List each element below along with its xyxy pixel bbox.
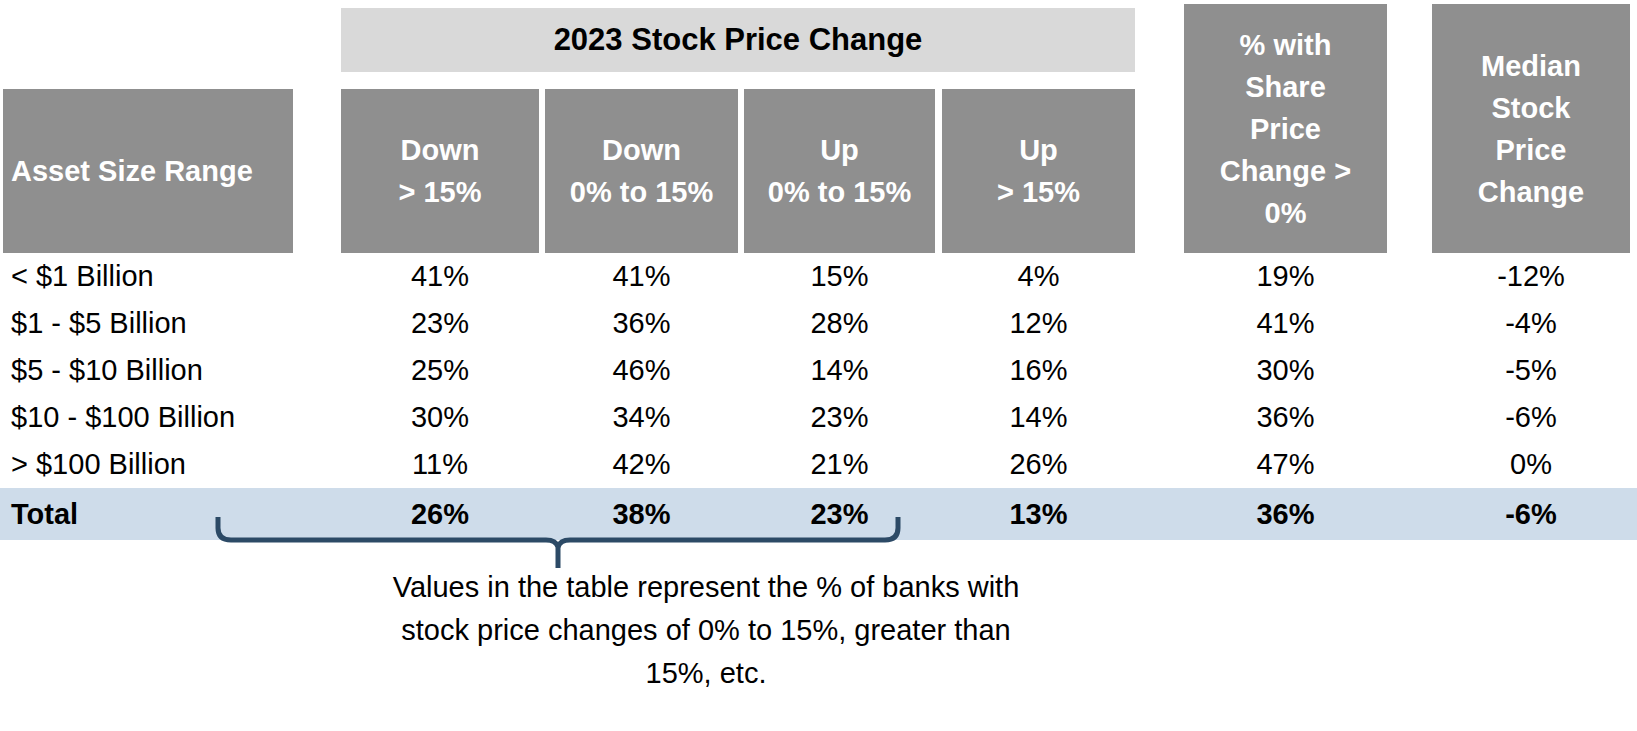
cell-up-gt-15: 12% xyxy=(942,300,1135,347)
table-row: > $100 Billion 11% 42% 21% 26% 47% 0% xyxy=(0,441,1637,488)
row-label: $1 - $5 Billion xyxy=(3,300,293,347)
row-label: > $100 Billion xyxy=(3,441,293,488)
row-label: $10 - $100 Billion xyxy=(3,394,293,441)
cell-down-gt-15: 26% xyxy=(341,488,539,540)
cell-pct-positive: 41% xyxy=(1184,300,1387,347)
cell-pct-positive: 19% xyxy=(1184,253,1387,300)
table-row: $1 - $5 Billion 23% 36% 28% 12% 41% -4% xyxy=(0,300,1637,347)
cell-up-0-to-15: 15% xyxy=(744,253,935,300)
cell-pct-positive: 47% xyxy=(1184,441,1387,488)
total-row: Total 26% 38% 23% 13% 36% -6% xyxy=(0,488,1637,540)
column-header-up-gt-15: Up > 15% xyxy=(942,89,1135,253)
cell-up-0-to-15: 23% xyxy=(744,488,935,540)
cell-up-0-to-15: 28% xyxy=(744,300,935,347)
cell-pct-positive: 36% xyxy=(1184,488,1387,540)
cell-down-0-to-15: 36% xyxy=(545,300,738,347)
cell-median-change: -4% xyxy=(1432,300,1630,347)
cell-down-0-to-15: 38% xyxy=(545,488,738,540)
cell-down-0-to-15: 42% xyxy=(545,441,738,488)
table-row: $5 - $10 Billion 25% 46% 14% 16% 30% -5% xyxy=(0,347,1637,394)
cell-up-gt-15: 4% xyxy=(942,253,1135,300)
cell-pct-positive: 30% xyxy=(1184,347,1387,394)
cell-down-gt-15: 41% xyxy=(341,253,539,300)
column-header-median-stock-price-change: Median Stock Price Change xyxy=(1432,4,1630,253)
cell-down-0-to-15: 46% xyxy=(545,347,738,394)
column-header-down-gt-15: Down > 15% xyxy=(341,89,539,253)
table-row: < $1 Billion 41% 41% 15% 4% 19% -12% xyxy=(0,253,1637,300)
column-header-up-0-to-15: Up 0% to 15% xyxy=(744,89,935,253)
cell-median-change: -12% xyxy=(1432,253,1630,300)
cell-median-change: 0% xyxy=(1432,441,1630,488)
cell-down-gt-15: 30% xyxy=(341,394,539,441)
row-label: $5 - $10 Billion xyxy=(3,347,293,394)
cell-up-gt-15: 26% xyxy=(942,441,1135,488)
cell-up-gt-15: 13% xyxy=(942,488,1135,540)
column-header-pct-with-share-price-change-gt-0: % with Share Price Change > 0% xyxy=(1184,4,1387,253)
cell-down-gt-15: 23% xyxy=(341,300,539,347)
cell-up-0-to-15: 23% xyxy=(744,394,935,441)
table-row: $10 - $100 Billion 30% 34% 23% 14% 36% -… xyxy=(0,394,1637,441)
table-footnote: Values in the table represent the % of b… xyxy=(206,566,1206,695)
cell-median-change: -6% xyxy=(1432,394,1630,441)
column-header-down-0-to-15: Down 0% to 15% xyxy=(545,89,738,253)
cell-down-gt-15: 11% xyxy=(341,441,539,488)
cell-pct-positive: 36% xyxy=(1184,394,1387,441)
column-header-asset-size-range: Asset Size Range xyxy=(3,89,293,253)
cell-down-0-to-15: 41% xyxy=(545,253,738,300)
row-label-total: Total xyxy=(3,488,293,540)
cell-median-change: -6% xyxy=(1432,488,1630,540)
cell-up-0-to-15: 21% xyxy=(744,441,935,488)
cell-median-change: -5% xyxy=(1432,347,1630,394)
cell-up-gt-15: 14% xyxy=(942,394,1135,441)
cell-down-0-to-15: 34% xyxy=(545,394,738,441)
table-title: 2023 Stock Price Change xyxy=(341,8,1135,72)
cell-up-gt-15: 16% xyxy=(942,347,1135,394)
cell-up-0-to-15: 14% xyxy=(744,347,935,394)
bank-stock-price-change-table: 2023 Stock Price Change Asset Size Range… xyxy=(0,0,1637,731)
row-label: < $1 Billion xyxy=(3,253,293,300)
cell-down-gt-15: 25% xyxy=(341,347,539,394)
